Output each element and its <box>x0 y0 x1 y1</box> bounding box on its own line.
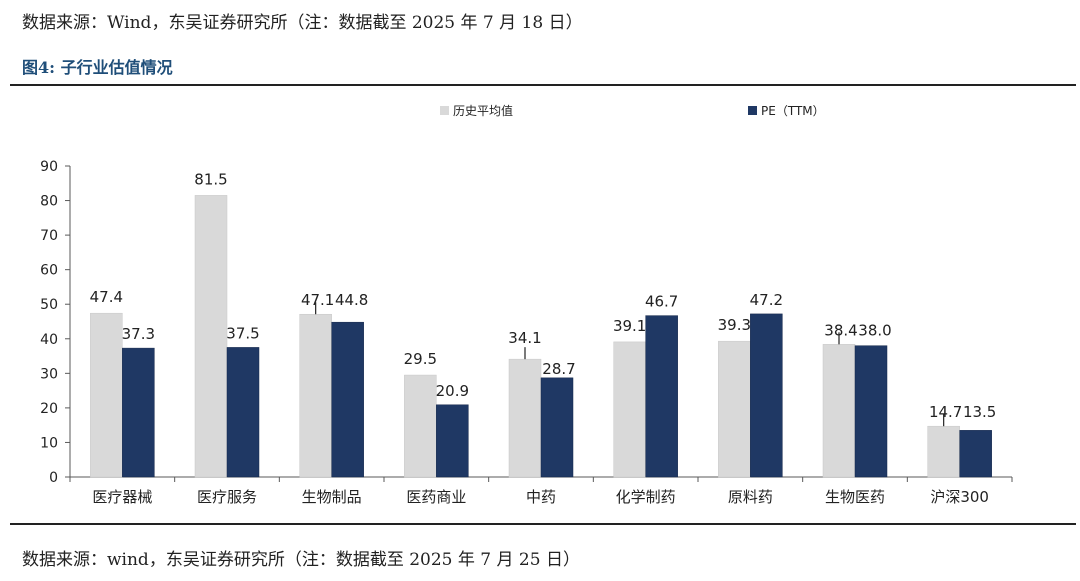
y-tick-label: 70 <box>40 228 58 244</box>
bar-pe-ttm <box>959 430 992 478</box>
data-label-pe-ttm: 37.3 <box>122 325 155 343</box>
bar-pe-ttm <box>750 313 783 478</box>
data-label-historical-average: 38.4 <box>824 321 857 339</box>
data-label-pe-ttm: 47.2 <box>750 291 783 309</box>
data-label-pe-ttm: 13.5 <box>963 403 996 421</box>
y-tick-label: 20 <box>40 401 58 417</box>
legend-swatch-historical-average <box>440 106 449 115</box>
data-label-historical-average: 29.5 <box>404 350 437 368</box>
bar-historical-average <box>613 341 646 478</box>
chart-legend: 历史平均值 PE（TTM） <box>440 103 825 118</box>
data-label-pe-ttm: 38.0 <box>858 321 891 339</box>
y-tick-label: 50 <box>40 297 58 313</box>
y-tick-label: 90 <box>40 159 58 175</box>
data-label-pe-ttm: 20.9 <box>436 382 469 400</box>
chart-bars <box>90 195 992 478</box>
y-tick-label: 60 <box>40 263 58 279</box>
x-tick-label: 生物制品 <box>302 488 362 506</box>
legend-label-pe-ttm: PE（TTM） <box>761 104 825 118</box>
data-label-historical-average: 39.1 <box>613 317 646 335</box>
x-tick-label: 生物医药 <box>825 488 885 506</box>
y-tick-label: 80 <box>40 194 58 210</box>
bar-historical-average <box>508 358 542 478</box>
data-label-pe-ttm: 44.8 <box>335 291 368 309</box>
top-rule <box>10 84 1076 86</box>
bar-historical-average <box>90 312 123 478</box>
legend-label-historical-average: 历史平均值 <box>453 103 513 118</box>
bar-pe-ttm <box>540 377 574 478</box>
y-tick-label: 0 <box>49 470 58 486</box>
data-label-historical-average: 14.7 <box>929 403 962 421</box>
bar-historical-average <box>194 195 228 478</box>
bar-historical-average <box>718 340 751 478</box>
y-tick-label: 30 <box>40 366 58 382</box>
x-tick-label: 原料药 <box>728 488 773 506</box>
x-tick-label: 中药 <box>526 488 556 506</box>
x-tick-label: 医药商业 <box>406 488 466 506</box>
bottom-rule <box>10 523 1076 525</box>
x-tick-label: 沪深300 <box>930 488 989 506</box>
bar-historical-average <box>404 374 437 478</box>
data-label-pe-ttm: 46.7 <box>645 293 678 311</box>
y-tick-label: 10 <box>40 435 58 451</box>
legend-swatch-pe-ttm <box>748 106 757 115</box>
bar-historical-average <box>927 425 960 478</box>
figure-title: 图4: 子行业估值情况 <box>22 58 173 77</box>
y-tick-label: 40 <box>40 332 58 348</box>
x-tick-label: 医疗器械 <box>92 488 152 506</box>
bar-pe-ttm <box>226 347 260 478</box>
bar-historical-average <box>822 344 856 478</box>
x-tick-label: 医疗服务 <box>197 488 257 506</box>
bar-pe-ttm <box>436 404 469 478</box>
data-label-pe-ttm: 28.7 <box>542 360 575 378</box>
chart-data-labels: 47.4 37.3 81.5 37.5 47.1 44.8 29.5 20.9 34.128.7… <box>90 170 996 427</box>
data-label-historical-average: 47.1 <box>301 291 334 309</box>
data-label-historical-average: 39.3 <box>718 316 751 334</box>
x-tick-label: 化学制药 <box>616 488 676 506</box>
bar-pe-ttm <box>645 315 678 478</box>
bar-pe-ttm <box>331 321 364 478</box>
bar-pe-ttm <box>854 345 888 478</box>
top-source-note: 数据来源：Wind，东吴证券研究所（注：数据截至 2025 年 7 月 18 日… <box>22 13 583 33</box>
bottom-source-note: 数据来源：wind，东吴证券研究所（注：数据截至 2025 年 7 月 25 日… <box>22 550 580 570</box>
data-label-historical-average: 81.5 <box>194 170 227 188</box>
bar-pe-ttm <box>122 347 155 478</box>
data-label-historical-average: 47.4 <box>90 288 123 306</box>
bar-historical-average <box>299 313 332 478</box>
data-label-pe-ttm: 37.5 <box>226 324 259 342</box>
data-label-historical-average: 34.1 <box>508 329 541 347</box>
